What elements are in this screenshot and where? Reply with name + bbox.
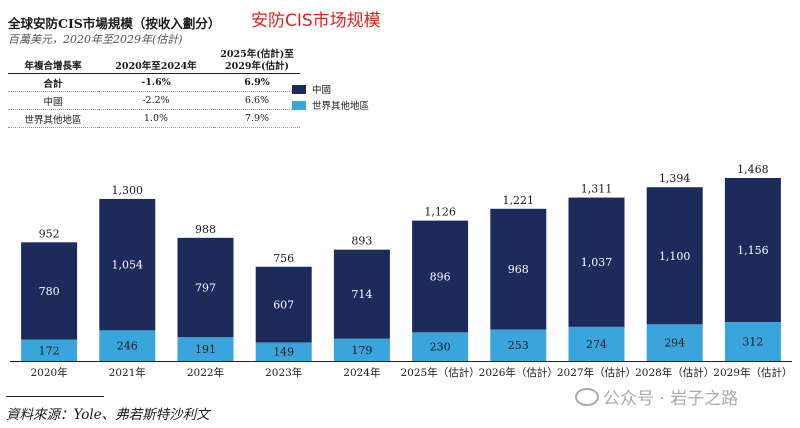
data-label-rest-of-world: 294 bbox=[664, 337, 685, 350]
cagr-row-value-2020-2024: -2.2% bbox=[98, 91, 214, 110]
cagr-row-china: 中國 -2.2% 6.6% bbox=[8, 91, 300, 110]
source-note: 資料來源：Yole、弗若斯特沙利文 bbox=[6, 407, 210, 423]
cagr-header-label: 年複合增長率 bbox=[8, 47, 98, 74]
data-label-total: 952 bbox=[39, 227, 60, 240]
data-label-china: 1,037 bbox=[581, 256, 613, 269]
bar-rest-of-world bbox=[177, 337, 234, 361]
x-tick-label: 2021年 bbox=[109, 366, 146, 379]
x-tick-label: 2025年（估計） bbox=[400, 366, 479, 379]
watermark-text: 公众号 · 岩子之路 bbox=[603, 389, 739, 409]
data-label-china: 780 bbox=[39, 285, 60, 298]
data-label-china: 1,100 bbox=[659, 250, 691, 263]
data-label-rest-of-world: 246 bbox=[117, 340, 138, 353]
cagr-row-rest-of-world: 世界其他地區 1.0% 7.9% bbox=[8, 109, 300, 128]
cagr-row-value-2020-2024: -1.6% bbox=[98, 73, 214, 92]
bar-china bbox=[490, 208, 547, 330]
bar-rest-of-world bbox=[21, 339, 78, 361]
cagr-row-label: 世界其他地區 bbox=[8, 109, 98, 128]
chart-title: 全球安防CIS市場規模（按收入劃分） bbox=[8, 16, 221, 31]
data-label-total: 988 bbox=[195, 223, 216, 236]
data-label-rest-of-world: 172 bbox=[39, 344, 60, 357]
bar-china bbox=[177, 237, 234, 338]
bar-rest-of-world bbox=[490, 329, 547, 361]
x-tick-label: 2023年 bbox=[265, 366, 302, 379]
cagr-row-value-2020-2024: 1.0% bbox=[98, 109, 214, 128]
data-label-rest-of-world: 312 bbox=[742, 336, 763, 349]
cagr-header-period2: 2025年(估計)至 2029年(估計) bbox=[214, 47, 300, 74]
cagr-row-value-2025-2029: 6.9% bbox=[214, 73, 300, 92]
data-label-china: 714 bbox=[351, 288, 372, 301]
x-tick-label: 2027年（估計） bbox=[557, 366, 636, 379]
legend-swatch-china bbox=[292, 84, 306, 94]
data-label-rest-of-world: 179 bbox=[351, 344, 372, 357]
x-tick-label: 2022年 bbox=[187, 366, 224, 379]
legend-label-rest-of-world: 世界其他地區 bbox=[312, 101, 370, 112]
bar-china bbox=[568, 197, 625, 327]
bar-china bbox=[333, 249, 390, 339]
chart-legend: 中國 世界其他地區 bbox=[292, 82, 369, 114]
cagr-row-total: 合計 -1.6% 6.9% bbox=[8, 73, 300, 92]
bar-rest-of-world bbox=[255, 342, 312, 361]
data-label-rest-of-world: 253 bbox=[508, 339, 529, 352]
bar-rest-of-world bbox=[646, 324, 703, 361]
legend-item-rest-of-world: 世界其他地區 bbox=[292, 98, 369, 112]
data-label-total: 756 bbox=[273, 252, 294, 265]
x-tick-label: 2029年（估計） bbox=[713, 366, 792, 379]
bar-rest-of-world bbox=[568, 326, 625, 361]
data-label-total: 1,221 bbox=[503, 194, 535, 207]
data-label-china: 607 bbox=[273, 299, 294, 312]
x-tick-label: 2028年（估計） bbox=[635, 366, 714, 379]
bar-rest-of-world bbox=[99, 330, 156, 361]
data-label-total: 1,126 bbox=[424, 206, 456, 219]
data-label-rest-of-world: 149 bbox=[273, 346, 294, 359]
bar-rest-of-world bbox=[412, 332, 469, 361]
bar-rest-of-world bbox=[724, 322, 781, 361]
bar-china bbox=[646, 187, 703, 325]
data-label-rest-of-world: 230 bbox=[430, 341, 451, 354]
chart-subtitle: 百萬美元，2020年至2029年(估計) bbox=[8, 33, 183, 46]
bar-china bbox=[255, 266, 312, 343]
cagr-row-label: 合計 bbox=[8, 73, 98, 92]
data-label-total: 1,311 bbox=[581, 183, 613, 196]
data-label-china: 1,054 bbox=[112, 259, 144, 272]
cagr-header-row: 年複合增長率 2020年至2024年 2025年(估計)至 2029年(估計) bbox=[8, 47, 300, 74]
data-label-total: 1,394 bbox=[659, 172, 691, 185]
overlay-title: 安防CIS市场规模 bbox=[251, 11, 381, 31]
bar-china bbox=[99, 198, 156, 331]
data-label-china: 1,156 bbox=[737, 244, 769, 257]
data-label-rest-of-world: 274 bbox=[586, 338, 607, 351]
watermark: 公众号 · 岩子之路 bbox=[575, 384, 738, 409]
x-tick-label: 2026年（估計） bbox=[479, 366, 558, 379]
wechat-icon bbox=[575, 388, 599, 406]
data-label-china: 797 bbox=[195, 282, 216, 295]
bar-china bbox=[412, 220, 469, 333]
data-label-total: 893 bbox=[351, 235, 372, 248]
data-label-total: 1,300 bbox=[112, 184, 144, 197]
legend-swatch-rest-of-world bbox=[292, 100, 306, 110]
cagr-row-label: 中國 bbox=[8, 91, 98, 110]
cagr-header-period1: 2020年至2024年 bbox=[98, 47, 214, 74]
bar-china bbox=[724, 178, 781, 323]
legend-label-china: 中國 bbox=[312, 85, 332, 96]
cagr-row-value-2025-2029: 6.6% bbox=[214, 91, 300, 110]
x-tick-label: 2024年 bbox=[343, 366, 380, 379]
data-label-china: 968 bbox=[508, 263, 529, 276]
data-label-total: 1,468 bbox=[737, 163, 769, 176]
data-label-rest-of-world: 191 bbox=[195, 343, 216, 356]
bar-rest-of-world bbox=[333, 338, 390, 361]
data-label-china: 896 bbox=[430, 270, 451, 283]
source-divider bbox=[6, 396, 104, 397]
legend-item-china: 中國 bbox=[292, 82, 369, 96]
x-tick-label: 2020年 bbox=[30, 366, 67, 379]
cagr-row-value-2025-2029: 7.9% bbox=[214, 109, 300, 128]
bar-china bbox=[21, 242, 78, 340]
cagr-table: 年複合增長率 2020年至2024年 2025年(估計)至 2029年(估計) … bbox=[8, 47, 300, 128]
